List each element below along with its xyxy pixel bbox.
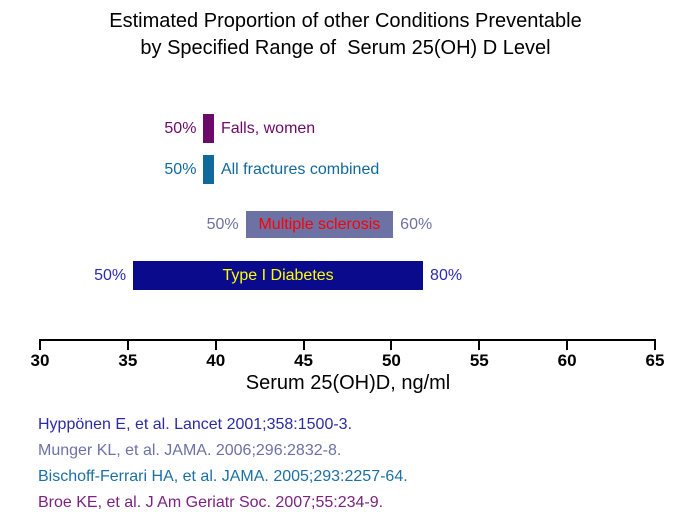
reference-citation: Hyppönen E, et al. Lancet 2001;358:1500-… — [38, 416, 353, 433]
reference-citation: Broe KE, et al. J Am Geriatr Soc. 2007;5… — [38, 494, 384, 511]
x-axis-tick — [126, 339, 129, 350]
bar-right-value-label: 60% — [400, 216, 433, 233]
chart-title-line2: by Specified Range of Serum 25(OH) D Lev… — [140, 37, 551, 59]
reference-citation: Munger KL, et al. JAMA. 2006;296:2832-8. — [38, 442, 342, 459]
bar-row-type1-diabetes: 50% Type I Diabetes 80% — [0, 261, 691, 290]
bar-left-value-label: 50% — [206, 216, 239, 233]
bar-type1-diabetes: Type I Diabetes — [133, 261, 424, 290]
x-axis-tick-label: 60 — [557, 351, 577, 370]
bar-left-value-label: 50% — [164, 161, 197, 178]
x-axis-tick-label: 35 — [118, 351, 138, 370]
x-axis-tick — [39, 339, 41, 350]
x-axis-tick-label: 55 — [469, 351, 489, 370]
x-axis-tick — [214, 339, 217, 350]
bar-condition-label: All fractures combined — [220, 161, 380, 178]
chart-title: Estimated Proportion of other Conditions… — [0, 8, 691, 62]
bar-row-falls-women: 50% Falls, women — [0, 114, 691, 143]
x-axis-tick-label: 30 — [30, 351, 50, 370]
bar-condition-label: Falls, women — [220, 120, 316, 137]
bar-falls-women — [203, 114, 214, 143]
bar-multiple-sclerosis: Multiple sclerosis — [245, 211, 394, 238]
bar-all-fractures — [203, 155, 214, 184]
x-axis-tick-label: 45 — [294, 351, 314, 370]
x-axis-tick — [566, 339, 569, 350]
x-axis-tick — [390, 339, 393, 350]
bar-inner-label: Multiple sclerosis — [258, 215, 381, 233]
bar-left-value-label: 50% — [94, 267, 127, 284]
x-axis-label: Serum 25(OH)D, ng/ml — [245, 372, 451, 394]
x-axis-tick-label: 50 — [381, 351, 401, 370]
x-axis-line — [39, 339, 656, 341]
bar-right-value-label: 80% — [430, 267, 463, 284]
x-axis-tick — [654, 339, 656, 350]
chart-title-line1: Estimated Proportion of other Conditions… — [109, 10, 582, 32]
x-axis-tick-label: 40 — [206, 351, 226, 370]
bar-row-all-fractures: 50% All fractures combined — [0, 155, 691, 184]
bar-left-value-label: 50% — [164, 120, 197, 137]
x-axis-tick — [302, 339, 305, 350]
references-block: Hyppönen E, et al. Lancet 2001;358:1500-… — [38, 412, 408, 516]
x-axis-tick-label: 65 — [645, 351, 665, 370]
reference-citation: Bischoff-Ferrari HA, et al. JAMA. 2005;2… — [38, 468, 408, 485]
x-axis-tick — [478, 339, 481, 350]
bar-inner-label: Type I Diabetes — [222, 266, 334, 284]
bar-row-multiple-sclerosis: 50% Multiple sclerosis 60% — [0, 211, 691, 238]
